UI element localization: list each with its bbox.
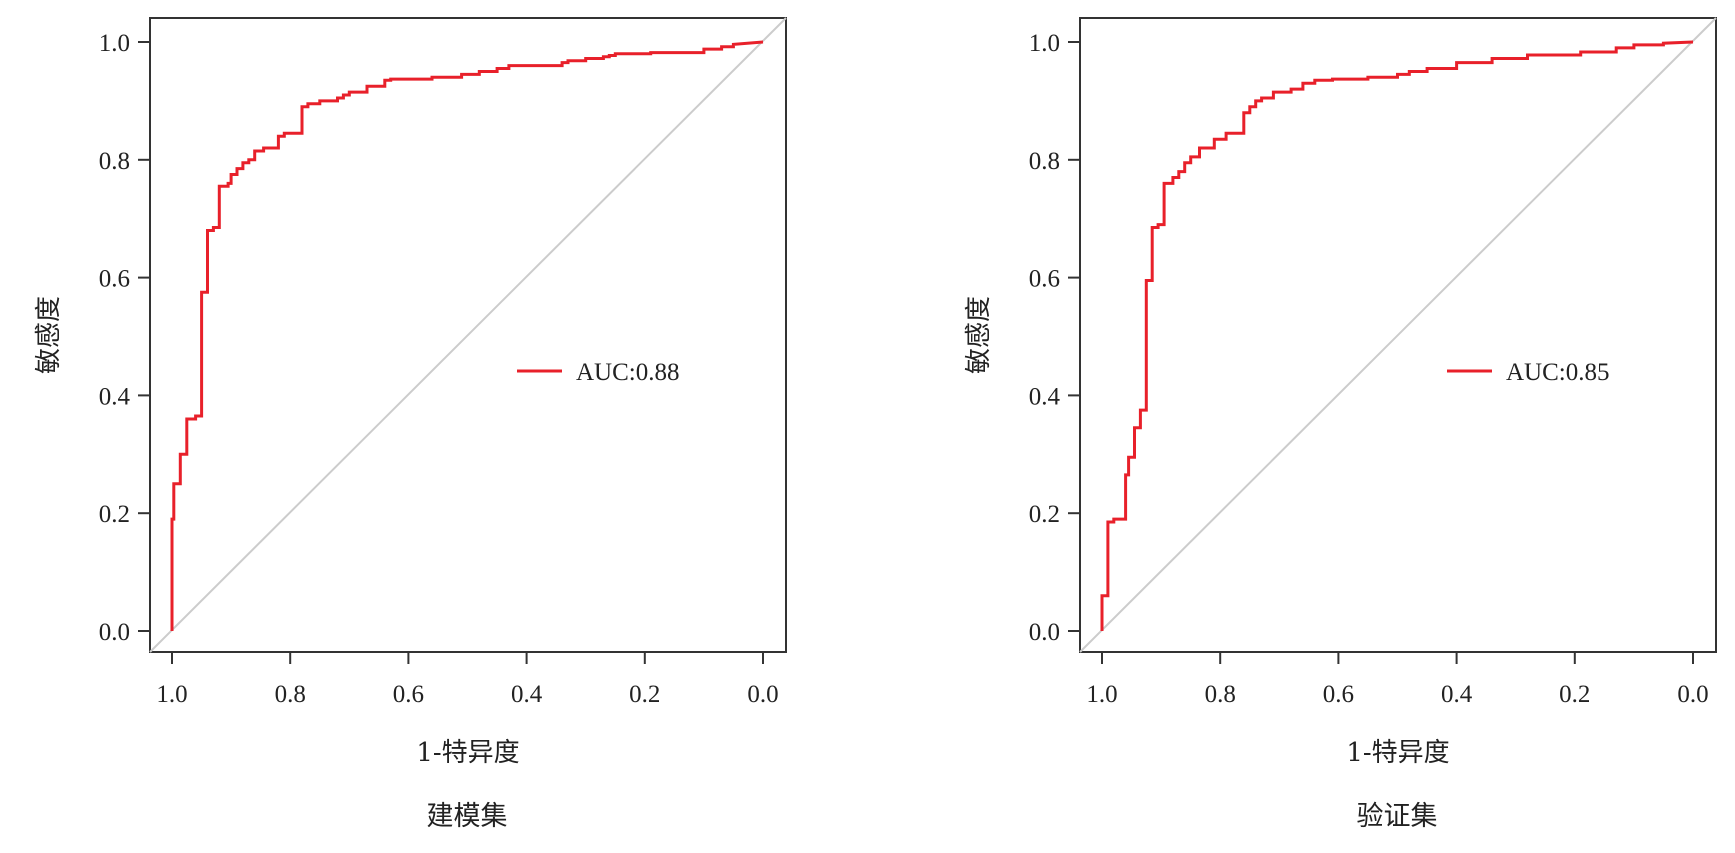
y-tick-label: 0.6 bbox=[1029, 266, 1060, 293]
x-axis-label: 1-特异度 bbox=[1346, 738, 1449, 768]
y-tick-label: 0.8 bbox=[99, 148, 130, 175]
x-axis-label: 1-特异度 bbox=[416, 738, 519, 768]
y-axis-label: 敏感度 bbox=[34, 296, 64, 374]
reference-diagonal bbox=[1079, 17, 1717, 653]
y-tick-label: 0.4 bbox=[99, 383, 131, 410]
chart-panel-training: 0.0 0.2 0.4 0.6 0.8 1.0 1.0 0.8 0.6 0.4 0.2 0.0 1-特异… bbox=[34, 17, 787, 832]
y-tick-label: 0.0 bbox=[99, 619, 130, 646]
x-tick-label: 0.8 bbox=[275, 681, 306, 708]
x-tick-label: 0.2 bbox=[1559, 681, 1590, 708]
x-tick-label: 0.4 bbox=[511, 681, 543, 708]
y-axis-label: 敏感度 bbox=[964, 296, 994, 374]
legend-label: AUC:0.88 bbox=[576, 359, 679, 386]
roc-chart-training: 0.0 0.2 0.4 0.6 0.8 1.0 1.0 0.8 0.6 0.4 0.2 0.0 1-特异… bbox=[34, 17, 787, 832]
reference-diagonal bbox=[149, 17, 787, 653]
y-tick-label: 0.0 bbox=[1029, 619, 1060, 646]
y-tick-label: 0.2 bbox=[1029, 501, 1060, 528]
y-tick-label: 0.4 bbox=[1029, 383, 1061, 410]
x-tick-label: 1.0 bbox=[156, 681, 187, 708]
x-tick-label: 0.4 bbox=[1441, 681, 1473, 708]
x-tick-label: 0.8 bbox=[1205, 681, 1236, 708]
chart-caption: 建模集 bbox=[427, 801, 508, 832]
roc-curve-series bbox=[170, 40, 764, 631]
y-tick-label: 1.0 bbox=[99, 30, 130, 57]
roc-chart-validation: 0.0 0.2 0.4 0.6 0.8 1.0 1.0 0.8 0.6 0.4 0.2 0.0 1-特异… bbox=[964, 17, 1717, 832]
legend-label: AUC:0.85 bbox=[1506, 359, 1609, 386]
y-tick-label: 0.8 bbox=[1029, 148, 1060, 175]
x-tick-label: 0.0 bbox=[1677, 681, 1708, 708]
y-tick-label: 1.0 bbox=[1029, 30, 1060, 57]
x-tick-label: 0.0 bbox=[747, 681, 778, 708]
x-tick-label: 0.6 bbox=[1323, 681, 1354, 708]
roc-curve-series bbox=[1100, 40, 1694, 631]
chart-panel-validation: 0.0 0.2 0.4 0.6 0.8 1.0 1.0 0.8 0.6 0.4 0.2 0.0 1-特异… bbox=[930, 0, 1735, 853]
x-tick-label: 0.6 bbox=[393, 681, 424, 708]
y-tick-label: 0.2 bbox=[99, 501, 130, 528]
y-tick-label: 0.6 bbox=[99, 266, 130, 293]
chart-caption: 验证集 bbox=[1357, 801, 1438, 832]
x-tick-label: 0.2 bbox=[629, 681, 660, 708]
x-tick-label: 1.0 bbox=[1086, 681, 1117, 708]
